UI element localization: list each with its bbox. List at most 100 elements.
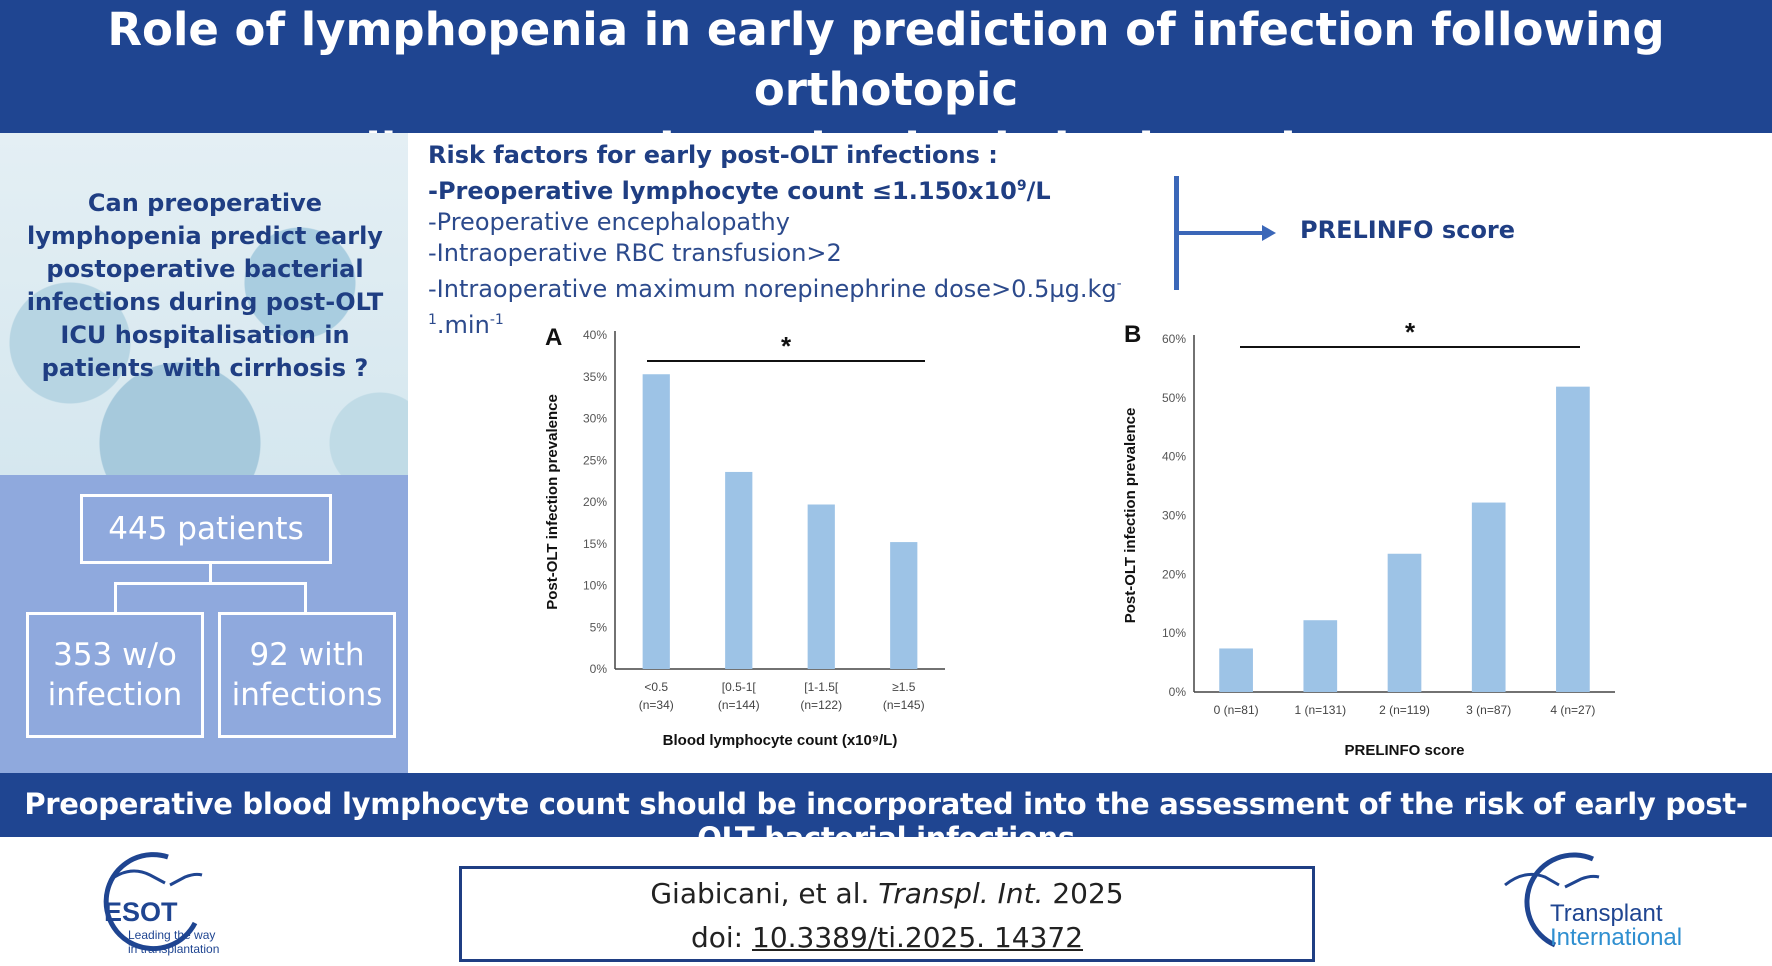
chart-a: A 0% 5% 10% 15% 20% 25% 30% 35% 40% <0.5 (n=34) [0.5…: [544, 324, 945, 749]
arrow-line: [1179, 231, 1264, 235]
conclusion-text: Preoperative blood lymphocyte count shou…: [24, 787, 1748, 855]
title-banner: Role of lymphopenia in early prediction …: [0, 0, 1772, 176]
y-tick-label: 15%: [583, 537, 607, 551]
y-axis-label: Post-OLT infection prevalence: [544, 394, 561, 610]
bar: [1387, 553, 1422, 692]
x-tick-count: (n=144): [718, 698, 760, 712]
bar: [1219, 648, 1253, 692]
y-tick-label: 20%: [583, 495, 607, 509]
logo-text-international: International: [1550, 924, 1682, 951]
flow-connector: [209, 564, 212, 584]
with-infection-box: 92 with infections: [218, 612, 396, 738]
logo-ring: [103, 852, 198, 952]
risk-factors-list: Risk factors for early post-OLT infectio…: [428, 140, 1168, 341]
citation-year: 2025: [1052, 877, 1124, 910]
bar: [725, 471, 753, 669]
superscript: -1: [489, 312, 504, 328]
y-tick-label: 25%: [583, 453, 607, 467]
risk-factor-norepinephrine-unit: .min: [436, 311, 490, 339]
bar: [807, 504, 835, 669]
without-infection-count: 353 w/o: [53, 637, 177, 673]
bracket-line: [1174, 176, 1179, 290]
y-tick-label: 50%: [1162, 391, 1186, 405]
bar: [642, 374, 670, 669]
risk-factor-encephalopathy: -Preoperative encephalopathy: [428, 208, 790, 236]
y-tick-label: 5%: [590, 620, 608, 634]
citation-authors: Giabicani, et al.: [650, 877, 870, 910]
x-tick-count: (n=122): [800, 698, 842, 712]
risk-factor-lymphocyte: -Preoperative lymphocyte count ≤1.150x10…: [428, 171, 1168, 207]
risk-factors-title: Risk factors for early post-OLT infectio…: [428, 141, 998, 169]
panel-label: A: [545, 324, 562, 351]
x-tick-label: ≥1.5: [892, 680, 916, 694]
y-tick-label: 60%: [1162, 332, 1186, 346]
page-title: Role of lymphopenia in early prediction …: [0, 0, 1772, 180]
x-tick-count: (n=34): [639, 698, 674, 712]
chart-b: B 0% 10% 20% 30% 40% 50% 60% 0 (n=81) 1 (n=131) 2 …: [1122, 318, 1615, 759]
risk-factor-lymphocyte-unit: /L: [1026, 177, 1051, 205]
significance-marker: *: [1405, 318, 1416, 347]
y-tick-label: 0%: [1169, 685, 1187, 699]
esot-logo: ESOT Leading the way in transplantation: [103, 852, 219, 956]
total-patients-box: 445 patients: [80, 494, 332, 564]
x-tick-label: [1-1.5[: [804, 680, 839, 694]
doi-link[interactable]: 10.3389/ti.2025. 14372: [752, 921, 1084, 954]
x-tick-label: [0.5-1[: [722, 680, 757, 694]
y-tick-label: 30%: [1162, 509, 1186, 523]
y-tick-label: 40%: [583, 328, 607, 342]
bar: [1303, 620, 1338, 692]
bar: [1556, 386, 1590, 692]
bar: [1471, 502, 1506, 692]
risk-factor-transfusion: -Intraoperative RBC transfusion>2: [428, 239, 842, 267]
research-question: Can preoperative lymphopenia predict ear…: [26, 189, 384, 382]
citation-box: Giabicani, et al. Transpl. Int. 2025 doi…: [459, 866, 1315, 962]
x-tick-label: 4 (n=27): [1550, 703, 1595, 717]
y-tick-label: 40%: [1162, 450, 1186, 464]
significance-marker: *: [781, 331, 792, 361]
hands-icon: [1504, 872, 1600, 889]
hands-icon: [109, 869, 203, 887]
arrow-icon: [1262, 225, 1276, 241]
citation-line: Giabicani, et al. Transpl. Int. 2025: [462, 877, 1312, 910]
panel-label: B: [1124, 321, 1141, 348]
bar: [890, 542, 918, 669]
esot-logo-text: ESOT: [104, 897, 178, 927]
x-axis-label: Blood lymphocyte count (x10⁹/L): [663, 732, 898, 749]
x-tick-label: 2 (n=119): [1379, 703, 1430, 717]
risk-factor-lymphocyte-text: -Preoperative lymphocyte count ≤1.150x10: [428, 177, 1017, 205]
y-tick-label: 10%: [583, 579, 607, 593]
y-tick-label: 10%: [1162, 626, 1186, 640]
risk-factor-norepinephrine-text: -Intraoperative maximum norepinephrine d…: [428, 275, 1117, 303]
x-tick-label: 0 (n=81): [1214, 703, 1259, 717]
total-patients-label: 445 patients: [108, 511, 304, 547]
superscript: -1: [428, 276, 1122, 328]
logo-text-transplant: Transplant: [1550, 900, 1663, 927]
logo-ring: [1524, 852, 1595, 948]
with-infection-count: 92 with: [249, 637, 365, 673]
y-tick-label: 0%: [590, 662, 608, 676]
doi-line: doi: 10.3389/ti.2025. 14372: [462, 921, 1312, 954]
flow-connector: [304, 582, 307, 612]
doi-label: doi:: [690, 921, 744, 954]
x-tick-label: 1 (n=131): [1294, 703, 1346, 717]
y-tick-label: 20%: [1162, 567, 1186, 581]
esot-tagline-2: in transplantation: [128, 942, 219, 956]
without-infection-box: 353 w/o infection: [26, 612, 204, 738]
y-tick-label: 30%: [583, 412, 607, 426]
x-tick-label: <0.5: [644, 680, 668, 694]
x-tick-label: 3 (n=87): [1466, 703, 1511, 717]
title-line-1: Role of lymphopenia in early prediction …: [107, 3, 1665, 116]
title-line-2: liver transplantation in cirrhotic patie…: [365, 123, 1407, 176]
superscript: 9: [1016, 178, 1027, 194]
esot-tagline-1: Leading the way: [128, 928, 215, 942]
without-infection-label: infection: [47, 677, 183, 713]
prelinfo-score-label: PRELINFO score: [1300, 216, 1516, 244]
citation-journal: Transpl. Int.: [878, 877, 1044, 910]
conclusion-banner: [0, 773, 1772, 837]
y-tick-label: 35%: [583, 370, 607, 384]
flow-connector: [114, 582, 307, 585]
transplant-international-logo: Transplant International: [1504, 852, 1682, 951]
question-panel: Can preoperative lymphopenia predict ear…: [0, 133, 408, 475]
y-axis-label: Post-OLT infection prevalence: [1122, 408, 1139, 624]
x-tick-count: (n=145): [883, 698, 925, 712]
